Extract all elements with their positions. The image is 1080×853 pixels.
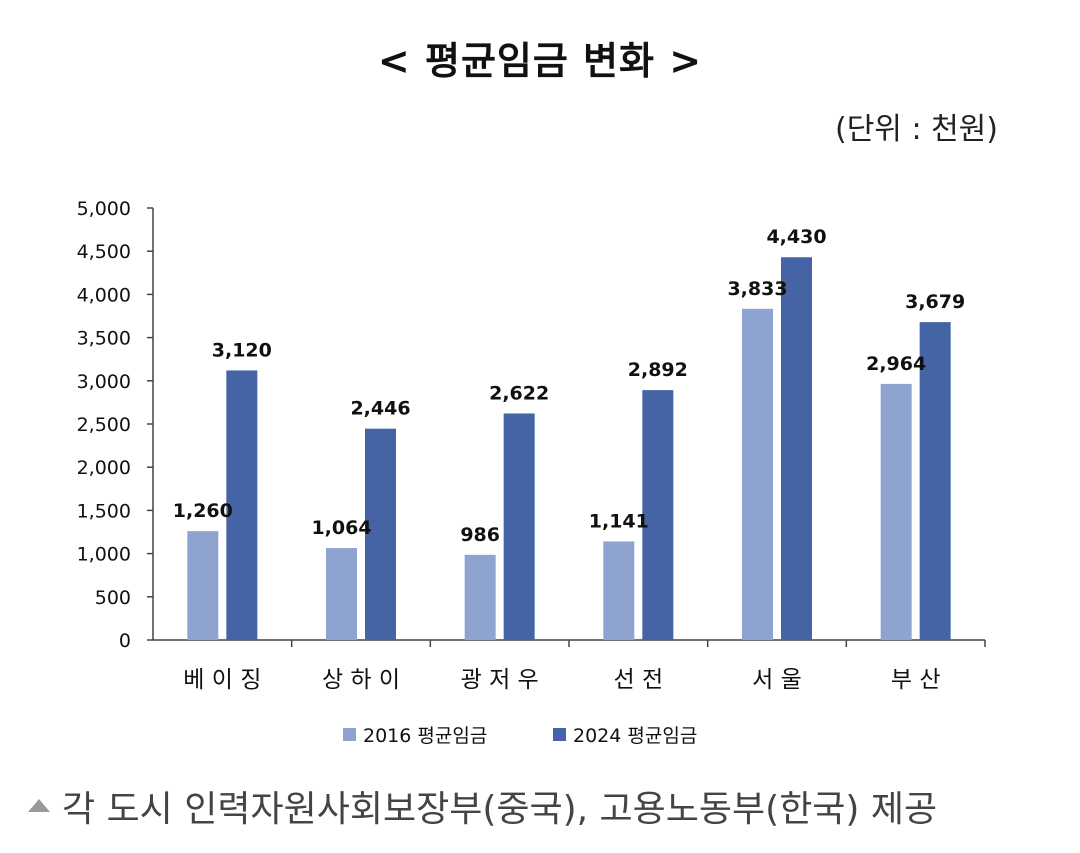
bar — [503, 413, 535, 640]
x-tick-label: 부 산 — [891, 667, 941, 693]
bar — [464, 554, 496, 640]
x-tick-label: 선 전 — [614, 667, 664, 693]
x-tick-label: 서 울 — [752, 667, 802, 693]
axes: 0 500 1,000 1,500 2,000 2,500 3,000 3,500 4,000 4… — [77, 198, 986, 693]
bars — [187, 257, 951, 640]
caption-text: 각 도시 인력자원사회보장부(중국), 고용노동부(한국) 제공 — [62, 789, 938, 830]
y-tick-label: 1,500 — [77, 500, 131, 522]
unit-label: (단위 : 천원) — [835, 112, 998, 147]
data-label: 4,430 — [766, 226, 826, 248]
bar — [642, 390, 674, 640]
data-label: 2,964 — [866, 353, 926, 375]
data-label: 2,622 — [489, 382, 549, 404]
y-tick-label: 3,500 — [77, 328, 131, 350]
legend-label: 2024 평균임금 — [573, 725, 697, 747]
bar — [919, 322, 951, 640]
bar — [187, 531, 219, 640]
y-tick-label: 0 — [119, 630, 131, 652]
photo-caption: 각 도시 인력자원사회보장부(중국), 고용노동부(한국) 제공 — [28, 780, 1068, 832]
x-tick-label: 광 저 우 — [461, 667, 539, 693]
y-tick-label: 2,500 — [77, 414, 131, 436]
data-label: 2,892 — [628, 359, 688, 381]
y-tick-label: 2,000 — [77, 457, 131, 479]
bar — [603, 541, 635, 640]
y-tick-label: 5,000 — [77, 198, 131, 220]
y-tick-label: 500 — [95, 587, 131, 609]
data-label: 2,446 — [350, 398, 410, 420]
x-tick-label: 상 하 이 — [322, 667, 400, 693]
data-labels: 1,260 3,120 1,064 2,446 986 2,622 1,141 2,892 3,… — [173, 226, 965, 546]
data-label: 1,260 — [173, 500, 233, 522]
bar — [326, 548, 357, 640]
chart-title: < 평균임금 변화 > — [377, 39, 703, 83]
bar — [226, 370, 258, 640]
bar — [742, 308, 773, 640]
data-label: 1,141 — [589, 510, 649, 532]
bar — [880, 383, 912, 640]
legend-swatch — [343, 728, 356, 741]
legend-swatch — [553, 728, 566, 741]
legend: 2016 평균임금 2024 평균임금 — [343, 725, 697, 747]
bar — [365, 428, 396, 640]
legend-label: 2016 평균임금 — [363, 725, 487, 747]
data-label: 3,833 — [727, 278, 787, 300]
y-tick-label: 4,500 — [77, 241, 131, 263]
data-label: 3,679 — [905, 291, 965, 313]
triangle-up-icon — [28, 798, 50, 812]
data-label: 3,120 — [212, 339, 272, 361]
y-tick-label: 4,000 — [77, 284, 131, 306]
bar — [781, 257, 812, 640]
y-tick-label: 1,000 — [77, 544, 131, 566]
data-label: 1,064 — [311, 517, 371, 539]
x-tick-label: 베 이 징 — [183, 667, 261, 693]
y-tick-label: 3,000 — [77, 371, 131, 393]
data-label: 986 — [460, 524, 500, 546]
bar-chart: 0 500 1,000 1,500 2,000 2,500 3,000 3,500 4,000 4… — [77, 198, 986, 747]
